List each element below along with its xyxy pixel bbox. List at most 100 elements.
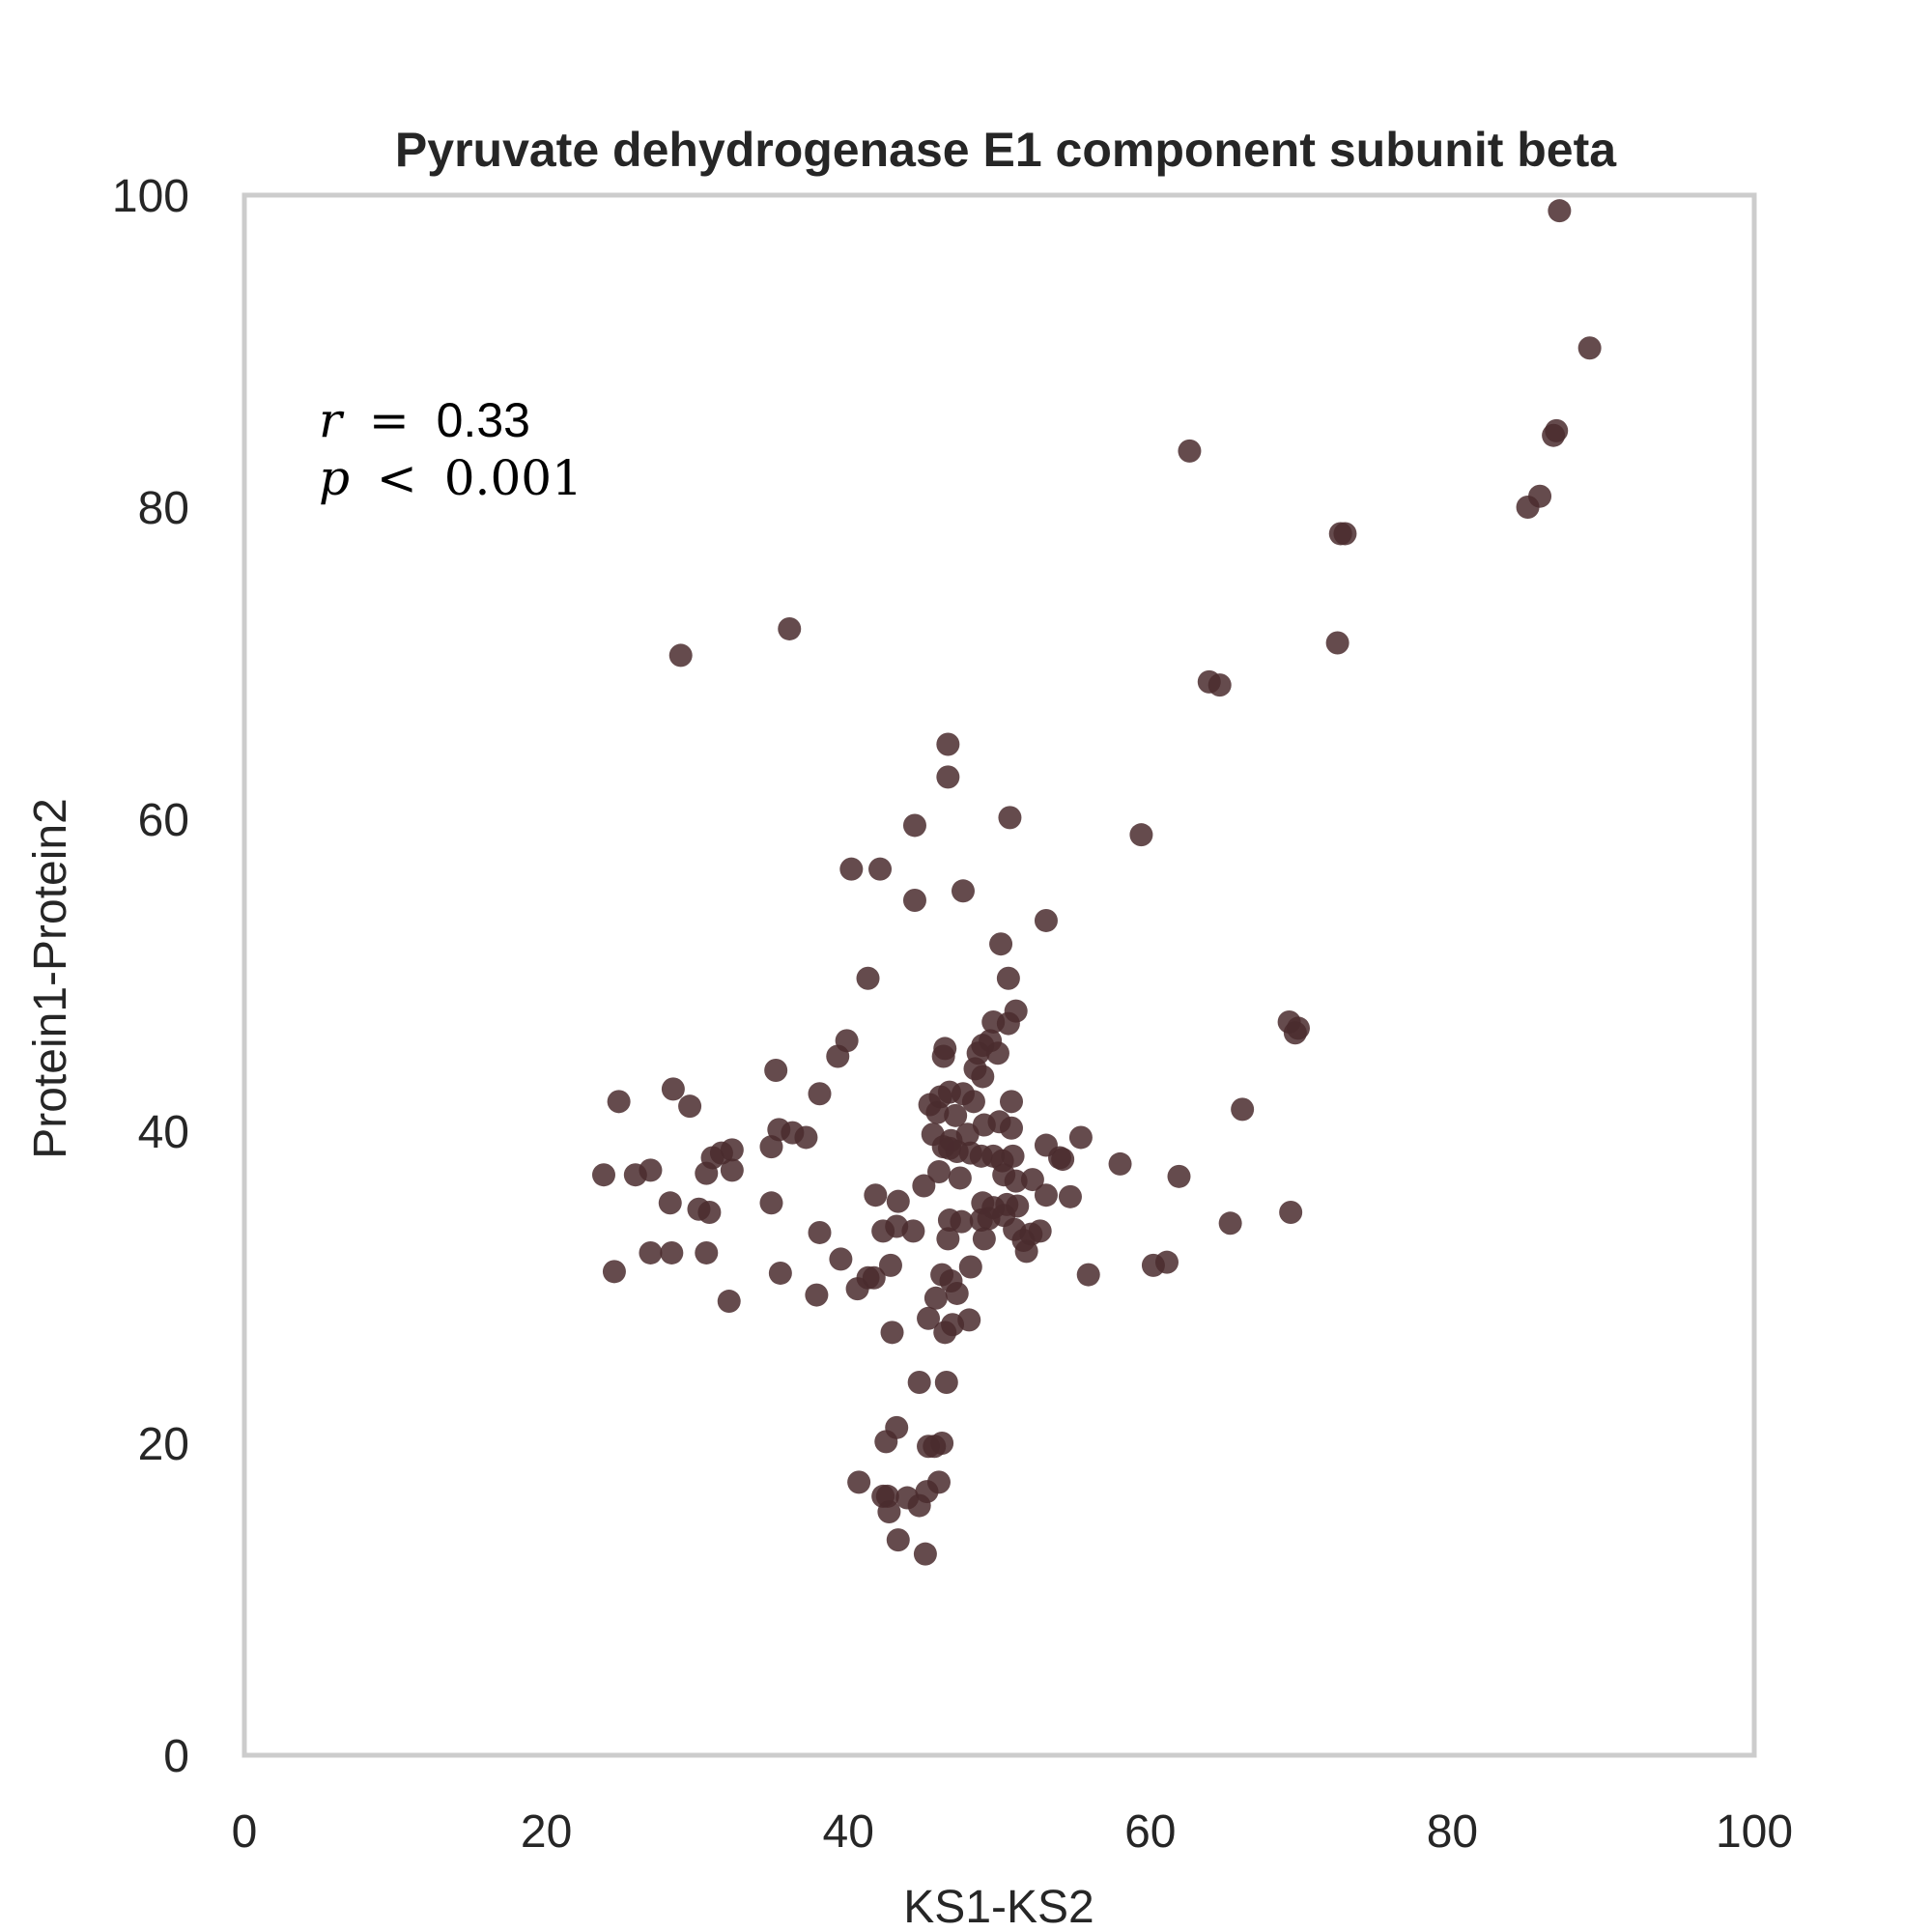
r-value: 0.33 — [437, 393, 530, 447]
data-point — [917, 1306, 941, 1330]
data-point — [856, 966, 880, 990]
data-point — [923, 1286, 948, 1310]
data-point — [661, 1077, 685, 1101]
data-point — [1208, 673, 1232, 697]
data-point — [874, 1430, 898, 1454]
points-layer — [591, 199, 1602, 1566]
data-point — [886, 1189, 910, 1213]
data-point — [768, 1261, 792, 1285]
plot-frame — [242, 192, 1757, 1758]
data-point — [913, 1542, 937, 1566]
data-point — [639, 1158, 663, 1182]
data-point — [957, 1308, 981, 1332]
data-point — [862, 1265, 886, 1290]
y-tick-label: 80 — [138, 483, 189, 534]
r-operator: = — [369, 392, 410, 448]
x-tick-label: 60 — [1124, 1806, 1176, 1858]
data-point — [996, 1011, 1020, 1036]
data-point — [880, 1321, 904, 1345]
data-point — [1283, 1021, 1307, 1045]
data-point — [864, 1183, 888, 1208]
y-tick-label: 20 — [138, 1419, 189, 1470]
data-point — [697, 1200, 722, 1224]
data-point — [794, 1125, 818, 1150]
data-point — [944, 1103, 968, 1127]
x-tick-labels: 0 20 40 60 80 100 — [232, 1806, 1793, 1858]
data-point — [936, 1227, 960, 1251]
r-statistic: r = 0.33 — [319, 392, 530, 448]
data-point — [847, 1470, 871, 1494]
data-point — [1542, 423, 1566, 447]
data-point — [1058, 1184, 1082, 1208]
data-point — [1548, 199, 1572, 223]
data-point — [1020, 1168, 1044, 1192]
data-point — [1034, 1183, 1058, 1208]
data-point — [1076, 1263, 1100, 1287]
data-point — [1014, 1239, 1038, 1264]
data-point — [1154, 1250, 1179, 1274]
data-point — [930, 1432, 954, 1455]
data-point — [951, 879, 975, 903]
data-point — [1004, 1169, 1028, 1193]
data-point — [950, 1209, 974, 1234]
data-point — [936, 732, 960, 756]
data-point — [1001, 1144, 1025, 1168]
y-tick-label: 0 — [163, 1731, 189, 1782]
data-point — [934, 1371, 958, 1395]
r-variable: r — [319, 392, 345, 448]
data-point — [808, 1082, 832, 1106]
data-point — [1231, 1097, 1255, 1122]
data-point — [902, 813, 926, 838]
p-operator: < — [377, 450, 417, 506]
x-tick-label: 0 — [232, 1806, 258, 1858]
data-point — [1000, 1090, 1024, 1114]
data-point — [972, 1227, 996, 1251]
x-tick-label: 20 — [521, 1806, 572, 1858]
data-point — [778, 616, 802, 640]
y-tick-labels: 0 20 40 60 80 100 — [112, 171, 189, 1782]
x-axis-label: KS1-KS2 — [903, 1882, 1094, 1932]
data-point — [1108, 1151, 1132, 1176]
data-point — [926, 1159, 951, 1183]
data-point — [958, 1255, 982, 1279]
p-value: 0.001 — [444, 450, 582, 506]
data-point — [695, 1161, 719, 1185]
data-point — [961, 1090, 985, 1114]
chart-title: Pyruvate dehydrogenase E1 component subu… — [395, 123, 1617, 177]
data-point — [907, 1493, 931, 1518]
data-point — [658, 1191, 682, 1215]
data-point — [805, 1283, 829, 1307]
data-point — [985, 1041, 1009, 1065]
data-point — [759, 1135, 783, 1159]
data-point — [668, 643, 693, 668]
data-point — [1167, 1164, 1191, 1188]
data-point — [839, 857, 864, 881]
x-tick-label: 40 — [823, 1806, 874, 1858]
correlation-annotation: r = 0.33 p < 0.001 — [319, 392, 582, 506]
y-tick-label: 100 — [112, 171, 189, 222]
data-point — [931, 1044, 955, 1068]
data-point — [717, 1290, 741, 1314]
data-point — [912, 1174, 936, 1198]
data-point — [764, 1059, 788, 1083]
data-point — [945, 1281, 969, 1305]
data-point — [602, 1260, 626, 1284]
y-axis-label: Protein1-Protein2 — [25, 798, 76, 1159]
data-point — [660, 1240, 684, 1264]
data-point — [933, 1321, 957, 1345]
data-point — [998, 806, 1022, 830]
data-point — [1325, 631, 1350, 655]
y-tick-label: 60 — [138, 795, 189, 846]
data-point — [720, 1158, 744, 1182]
data-point — [902, 888, 926, 912]
data-point — [829, 1247, 853, 1271]
data-point — [1068, 1125, 1093, 1150]
data-point — [955, 1122, 980, 1147]
data-point — [948, 1166, 972, 1190]
data-point — [1577, 336, 1602, 360]
data-point — [901, 1219, 925, 1243]
data-point — [1218, 1211, 1242, 1236]
x-tick-label: 100 — [1716, 1806, 1793, 1858]
data-point — [591, 1163, 615, 1187]
